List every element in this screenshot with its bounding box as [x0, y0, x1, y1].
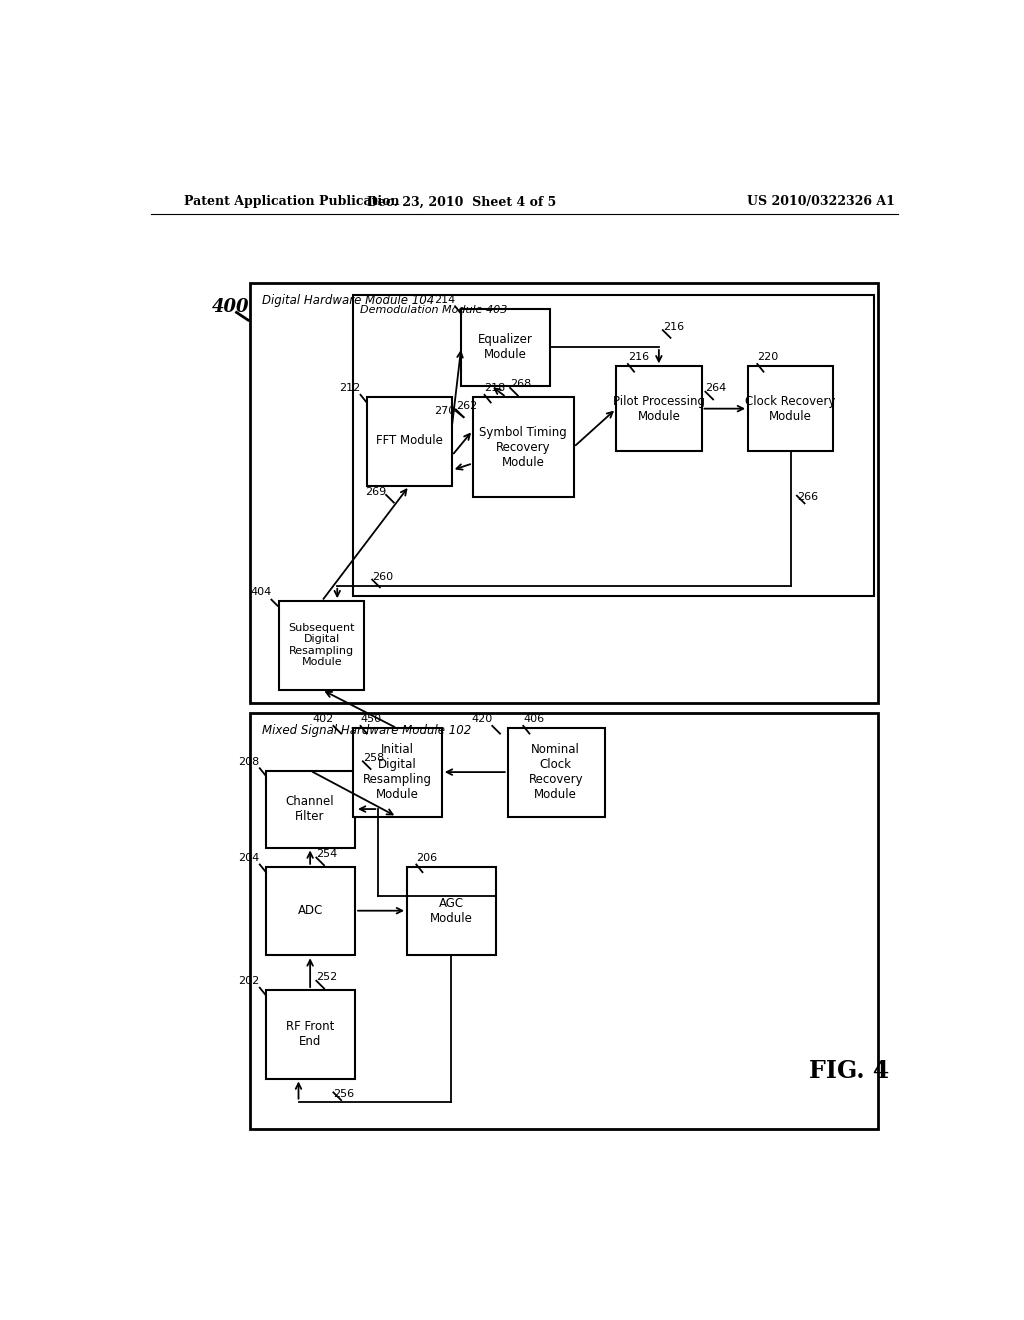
- Text: 206: 206: [417, 853, 437, 863]
- Text: FIG. 4: FIG. 4: [809, 1059, 889, 1084]
- Bar: [352, 729, 442, 817]
- Text: 216: 216: [663, 322, 684, 331]
- Text: 252: 252: [316, 973, 338, 982]
- Bar: [508, 729, 604, 817]
- Text: 204: 204: [239, 853, 260, 863]
- Text: 404: 404: [250, 587, 271, 597]
- Text: 220: 220: [758, 352, 778, 363]
- Text: 268: 268: [510, 379, 531, 389]
- Bar: [251, 284, 879, 702]
- Bar: [748, 367, 834, 451]
- Text: 212: 212: [339, 383, 360, 393]
- Bar: [280, 601, 365, 689]
- Text: 218: 218: [484, 383, 506, 393]
- Text: 270: 270: [434, 407, 456, 416]
- Text: 406: 406: [523, 714, 545, 725]
- Text: 214: 214: [434, 294, 455, 305]
- Text: Mixed Signal Hardware Module 102: Mixed Signal Hardware Module 102: [262, 723, 471, 737]
- Text: 269: 269: [365, 487, 386, 498]
- Text: Nominal
Clock
Recovery
Module: Nominal Clock Recovery Module: [528, 743, 583, 801]
- Text: 256: 256: [334, 1089, 354, 1100]
- Bar: [616, 367, 701, 451]
- Text: Clock Recovery
Module: Clock Recovery Module: [745, 395, 836, 422]
- Text: Initial
Digital
Resampling
Module: Initial Digital Resampling Module: [362, 743, 431, 801]
- Bar: [251, 713, 879, 1129]
- Text: AGC
Module: AGC Module: [430, 896, 473, 925]
- Text: Pilot Processing
Module: Pilot Processing Module: [613, 395, 705, 422]
- Text: 402: 402: [312, 714, 334, 725]
- Bar: [266, 771, 355, 847]
- Text: 208: 208: [239, 756, 260, 767]
- Text: 216: 216: [628, 352, 649, 363]
- Text: Symbol Timing
Recovery
Module: Symbol Timing Recovery Module: [479, 425, 567, 469]
- Bar: [461, 309, 550, 385]
- Text: 400: 400: [212, 298, 250, 315]
- Bar: [367, 397, 452, 486]
- Text: Channel
Filter: Channel Filter: [286, 795, 335, 824]
- Text: 262: 262: [456, 401, 477, 411]
- Bar: [352, 296, 873, 595]
- Text: 420: 420: [471, 714, 493, 725]
- Text: 266: 266: [797, 492, 818, 502]
- Bar: [266, 990, 355, 1078]
- Text: US 2010/0322326 A1: US 2010/0322326 A1: [748, 195, 895, 209]
- Text: Digital Hardware Module 104: Digital Hardware Module 104: [262, 294, 434, 308]
- Text: 264: 264: [706, 383, 727, 393]
- Text: FFT Module: FFT Module: [376, 434, 442, 447]
- Text: ADC: ADC: [297, 904, 323, 917]
- Text: 254: 254: [316, 849, 338, 859]
- Text: Equalizer
Module: Equalizer Module: [478, 333, 532, 362]
- Text: Demodulation Module 403: Demodulation Module 403: [360, 305, 508, 315]
- Text: 260: 260: [372, 572, 393, 582]
- Text: 450: 450: [360, 714, 382, 725]
- Text: 202: 202: [239, 977, 260, 986]
- Bar: [266, 867, 355, 956]
- Text: Dec. 23, 2010  Sheet 4 of 5: Dec. 23, 2010 Sheet 4 of 5: [367, 195, 556, 209]
- Text: 258: 258: [362, 752, 384, 763]
- Text: Patent Application Publication: Patent Application Publication: [183, 195, 399, 209]
- Bar: [407, 867, 496, 956]
- Text: RF Front
End: RF Front End: [286, 1020, 334, 1048]
- Bar: [473, 397, 573, 498]
- Text: Subsequent
Digital
Resampling
Module: Subsequent Digital Resampling Module: [289, 623, 355, 668]
